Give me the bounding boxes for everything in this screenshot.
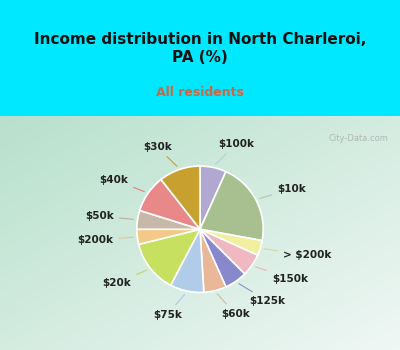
Wedge shape [137,229,200,244]
Wedge shape [137,210,200,229]
Text: $20k: $20k [103,270,147,288]
Wedge shape [200,229,245,287]
Text: $75k: $75k [153,294,185,320]
Text: $50k: $50k [85,211,134,221]
Text: City-Data.com: City-Data.com [328,134,388,143]
Wedge shape [171,229,204,293]
Wedge shape [200,172,263,241]
Text: Income distribution in North Charleroi,
PA (%): Income distribution in North Charleroi, … [34,32,366,65]
Wedge shape [161,166,200,229]
Wedge shape [200,229,258,274]
Text: > $200k: > $200k [264,249,332,260]
Text: $200k: $200k [78,235,133,245]
Wedge shape [200,229,226,292]
Text: $40k: $40k [99,175,144,192]
Text: $60k: $60k [217,294,250,319]
Text: $125k: $125k [239,284,286,306]
Text: $30k: $30k [143,142,177,166]
Wedge shape [200,166,226,229]
Wedge shape [139,229,200,285]
Text: $10k: $10k [260,184,306,198]
Wedge shape [140,180,200,229]
Text: $100k: $100k [216,139,254,164]
Wedge shape [200,229,262,255]
Text: $150k: $150k [256,267,308,284]
Text: All residents: All residents [156,86,244,99]
